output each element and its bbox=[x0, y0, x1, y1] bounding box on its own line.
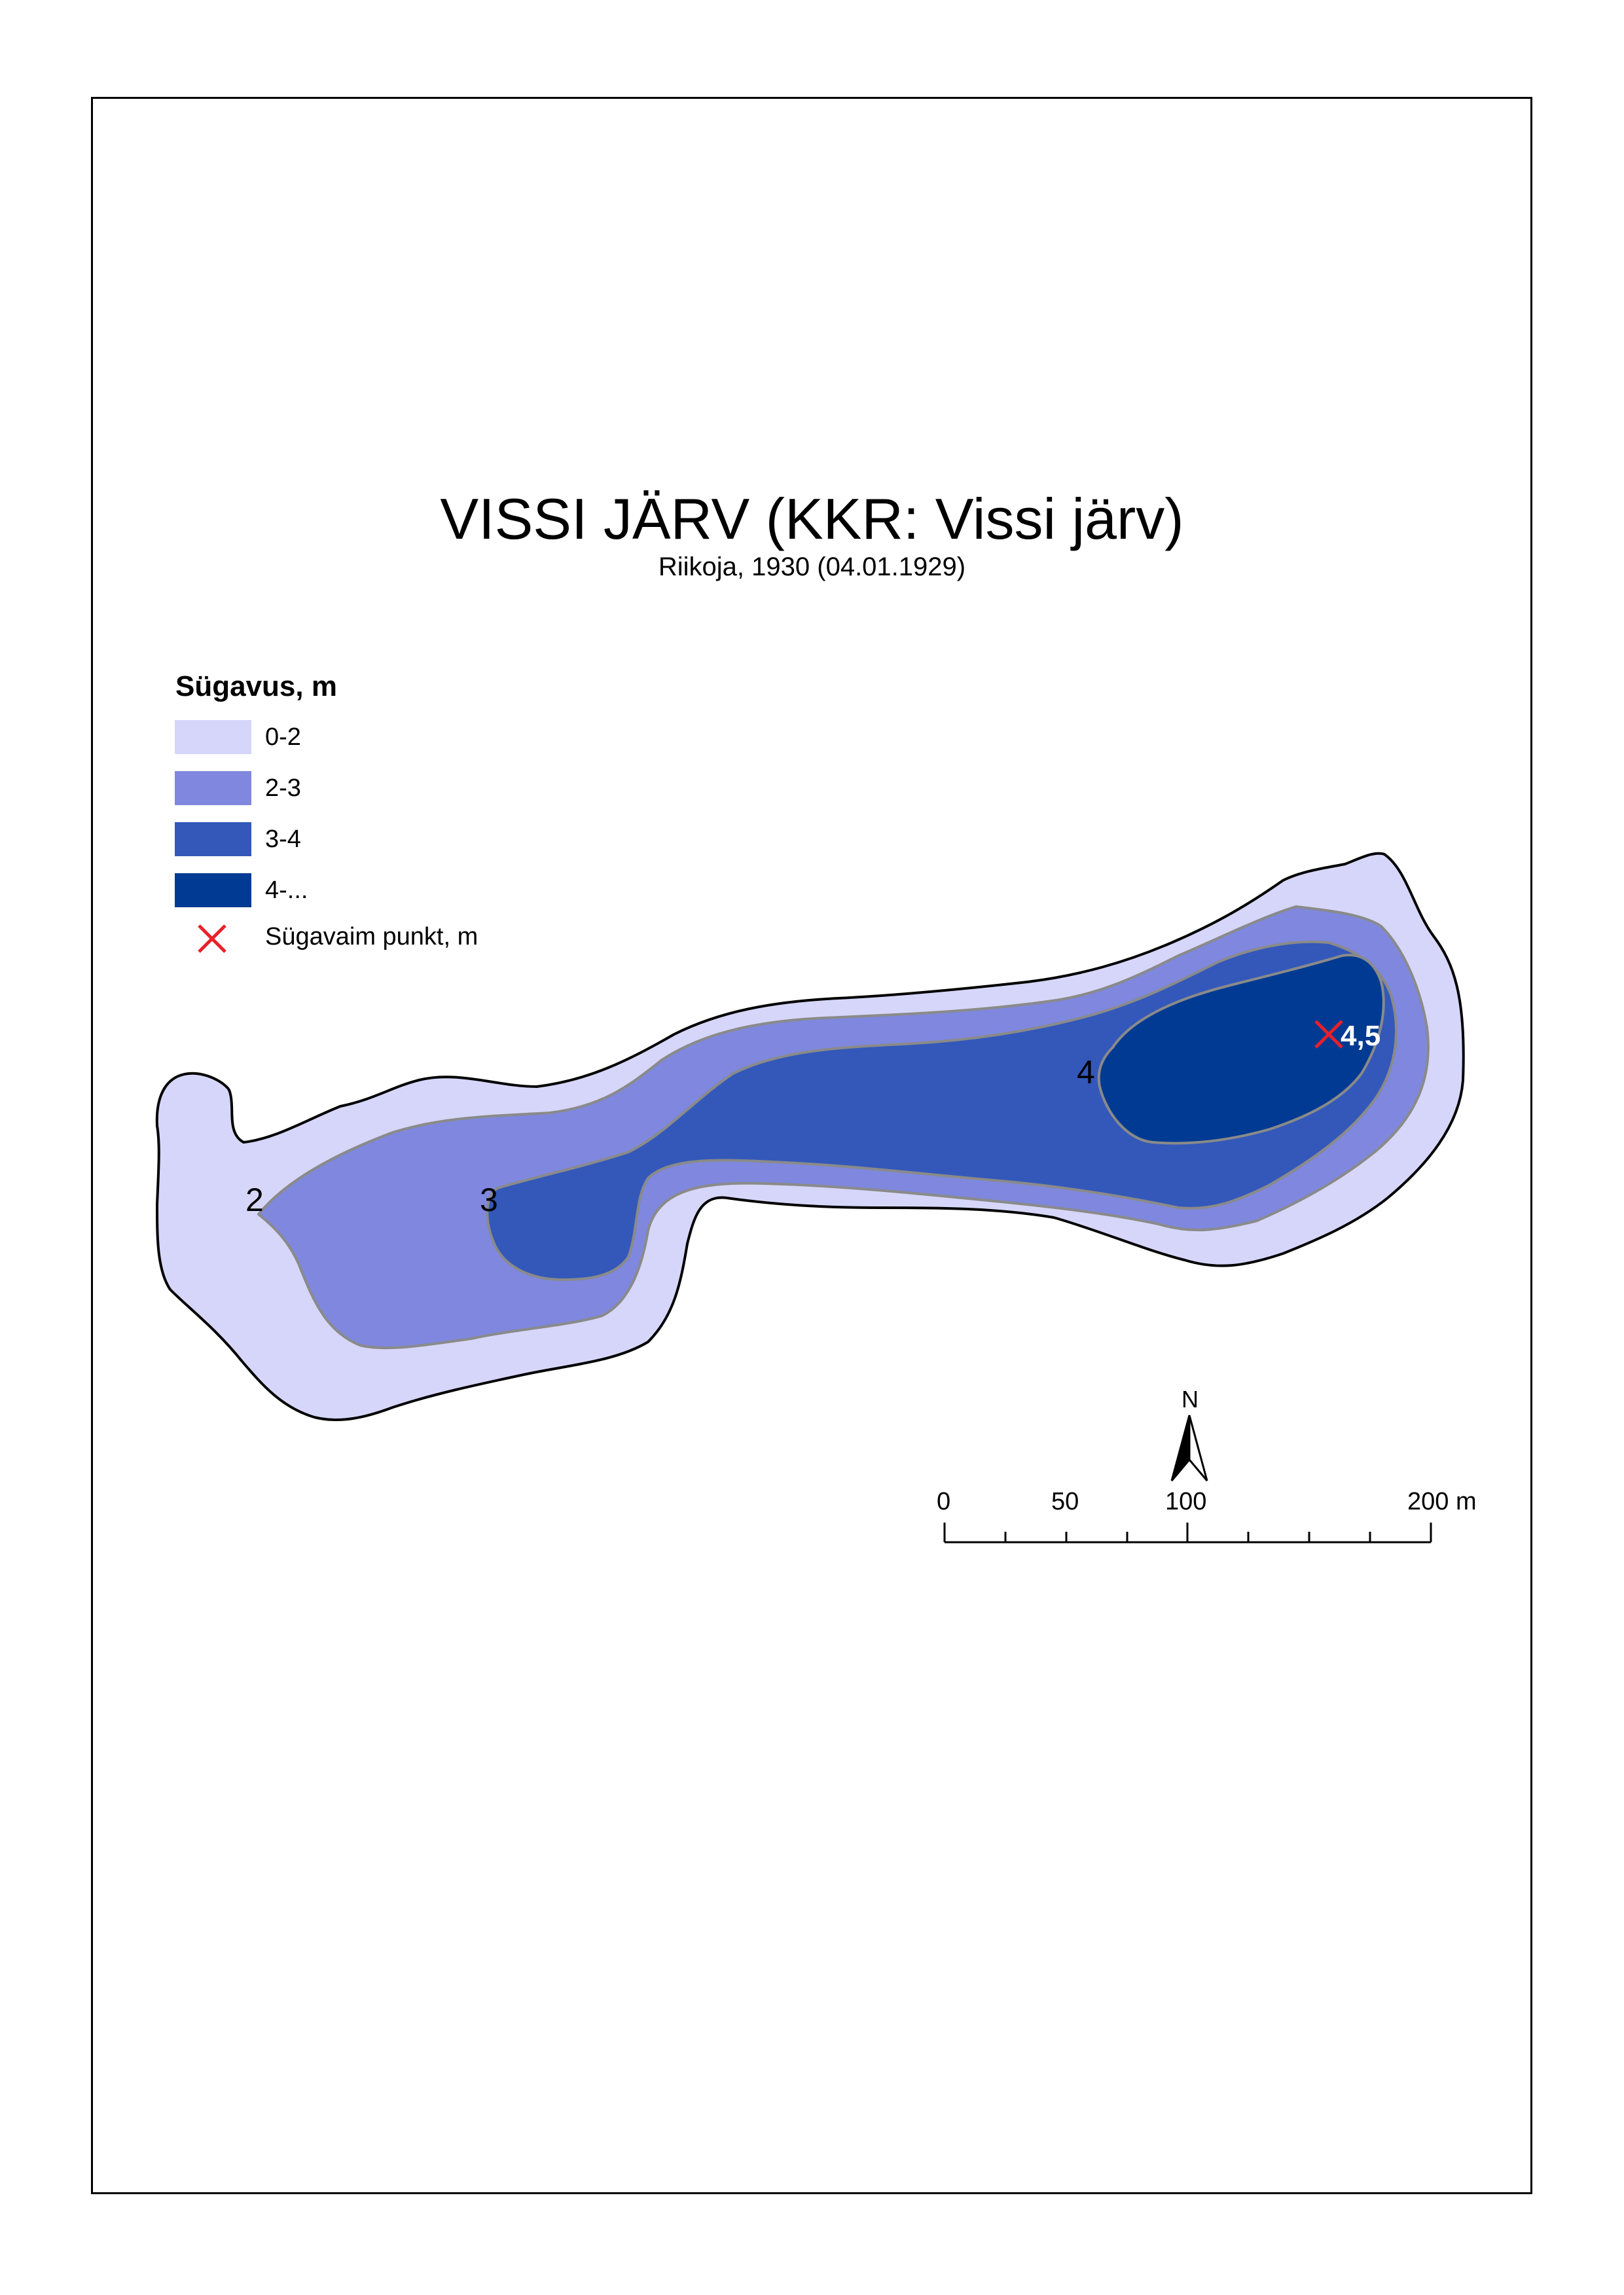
contour-label-4: 4 bbox=[1077, 1054, 1095, 1091]
legend-label-4-plus: 4-... bbox=[265, 876, 308, 904]
legend-label-0-2: 0-2 bbox=[265, 723, 301, 751]
legend-label-2-3: 2-3 bbox=[265, 774, 301, 802]
legend-swatch-3-4 bbox=[175, 822, 251, 856]
deepest-point-marker bbox=[1314, 1020, 1343, 1049]
legend-swatch-4-plus bbox=[175, 873, 251, 907]
north-arrow-icon: N bbox=[1170, 1386, 1208, 1481]
legend-label-deepest: Sügavaim punkt, m bbox=[265, 923, 478, 950]
legend-deepest-point-icon bbox=[198, 924, 226, 953]
contour-label-2: 2 bbox=[245, 1182, 264, 1218]
deepest-point-value: 4,5 bbox=[1341, 1020, 1380, 1052]
map-title: VISSI JÄRV (KKR: Vissi järv) bbox=[440, 486, 1184, 551]
north-arrow-label: N bbox=[1182, 1386, 1199, 1413]
map-frame bbox=[91, 97, 1532, 2194]
map-subtitle: Riikoja, 1930 (04.01.1929) bbox=[658, 552, 966, 581]
scale-label-50: 50 bbox=[1051, 1488, 1079, 1515]
scale-label-200: 200 m bbox=[1407, 1488, 1477, 1515]
scale-bar bbox=[943, 1523, 1432, 1544]
depth-zone-4-plus bbox=[1097, 954, 1385, 1145]
scale-label-100: 100 bbox=[1165, 1488, 1206, 1515]
scale-label-0: 0 bbox=[937, 1488, 950, 1515]
legend-swatch-0-2 bbox=[175, 720, 251, 754]
legend-title: Sügavus, m bbox=[175, 670, 337, 702]
legend-swatch-2-3 bbox=[175, 771, 251, 805]
legend-label-3-4: 3-4 bbox=[265, 825, 301, 853]
contour-label-3: 3 bbox=[480, 1182, 498, 1218]
